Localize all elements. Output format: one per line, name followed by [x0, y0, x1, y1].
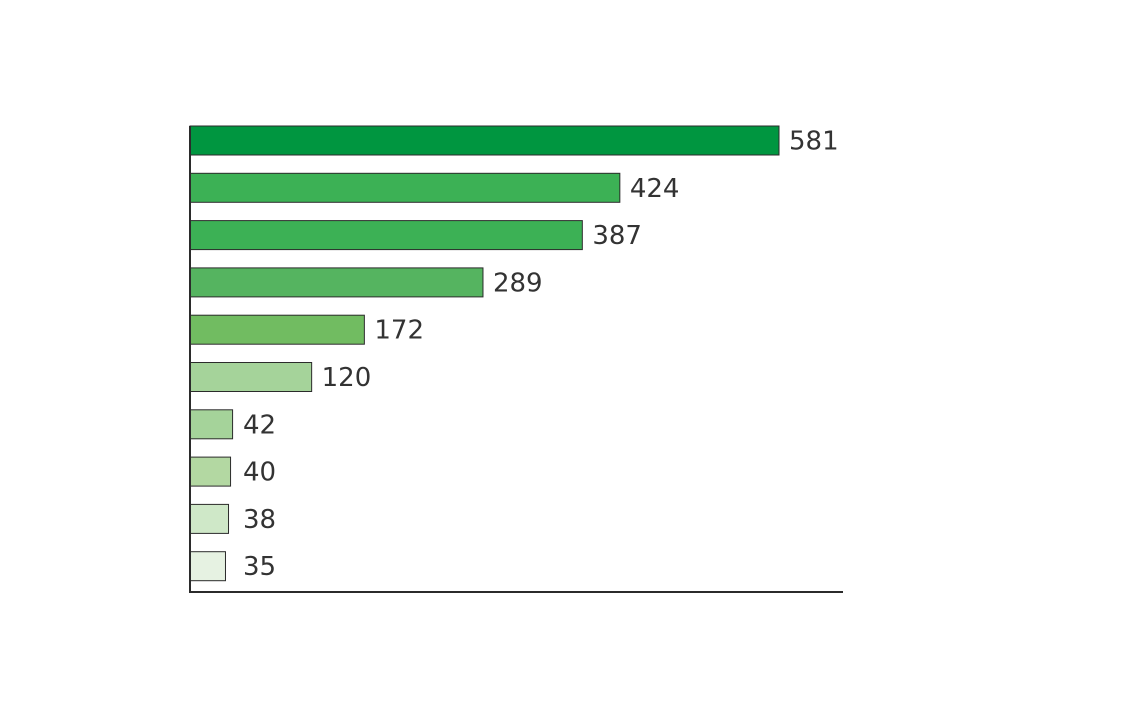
axes-group — [189, 126, 843, 593]
bar-3 — [189, 220, 583, 251]
data-label-6: 120 — [322, 363, 372, 393]
data-label-2: 424 — [630, 174, 680, 204]
bar-1 — [189, 125, 780, 156]
data-label-1: 581 — [789, 127, 839, 157]
data-label-9: 38 — [243, 505, 276, 535]
data-label-3: 387 — [592, 221, 642, 251]
bar-10 — [189, 551, 226, 582]
bars-group — [189, 125, 780, 582]
bar-9 — [189, 503, 230, 534]
bar-7 — [189, 409, 234, 440]
data-label-5: 172 — [374, 316, 424, 346]
bar-4 — [189, 267, 484, 298]
data-label-7: 42 — [243, 410, 276, 440]
data-label-8: 40 — [243, 458, 276, 488]
bar-5 — [189, 314, 365, 345]
bar-8 — [189, 456, 232, 487]
data-label-10: 35 — [243, 552, 276, 582]
bar-2 — [189, 172, 621, 203]
bar-6 — [189, 362, 313, 392]
data-label-4: 289 — [493, 268, 543, 298]
